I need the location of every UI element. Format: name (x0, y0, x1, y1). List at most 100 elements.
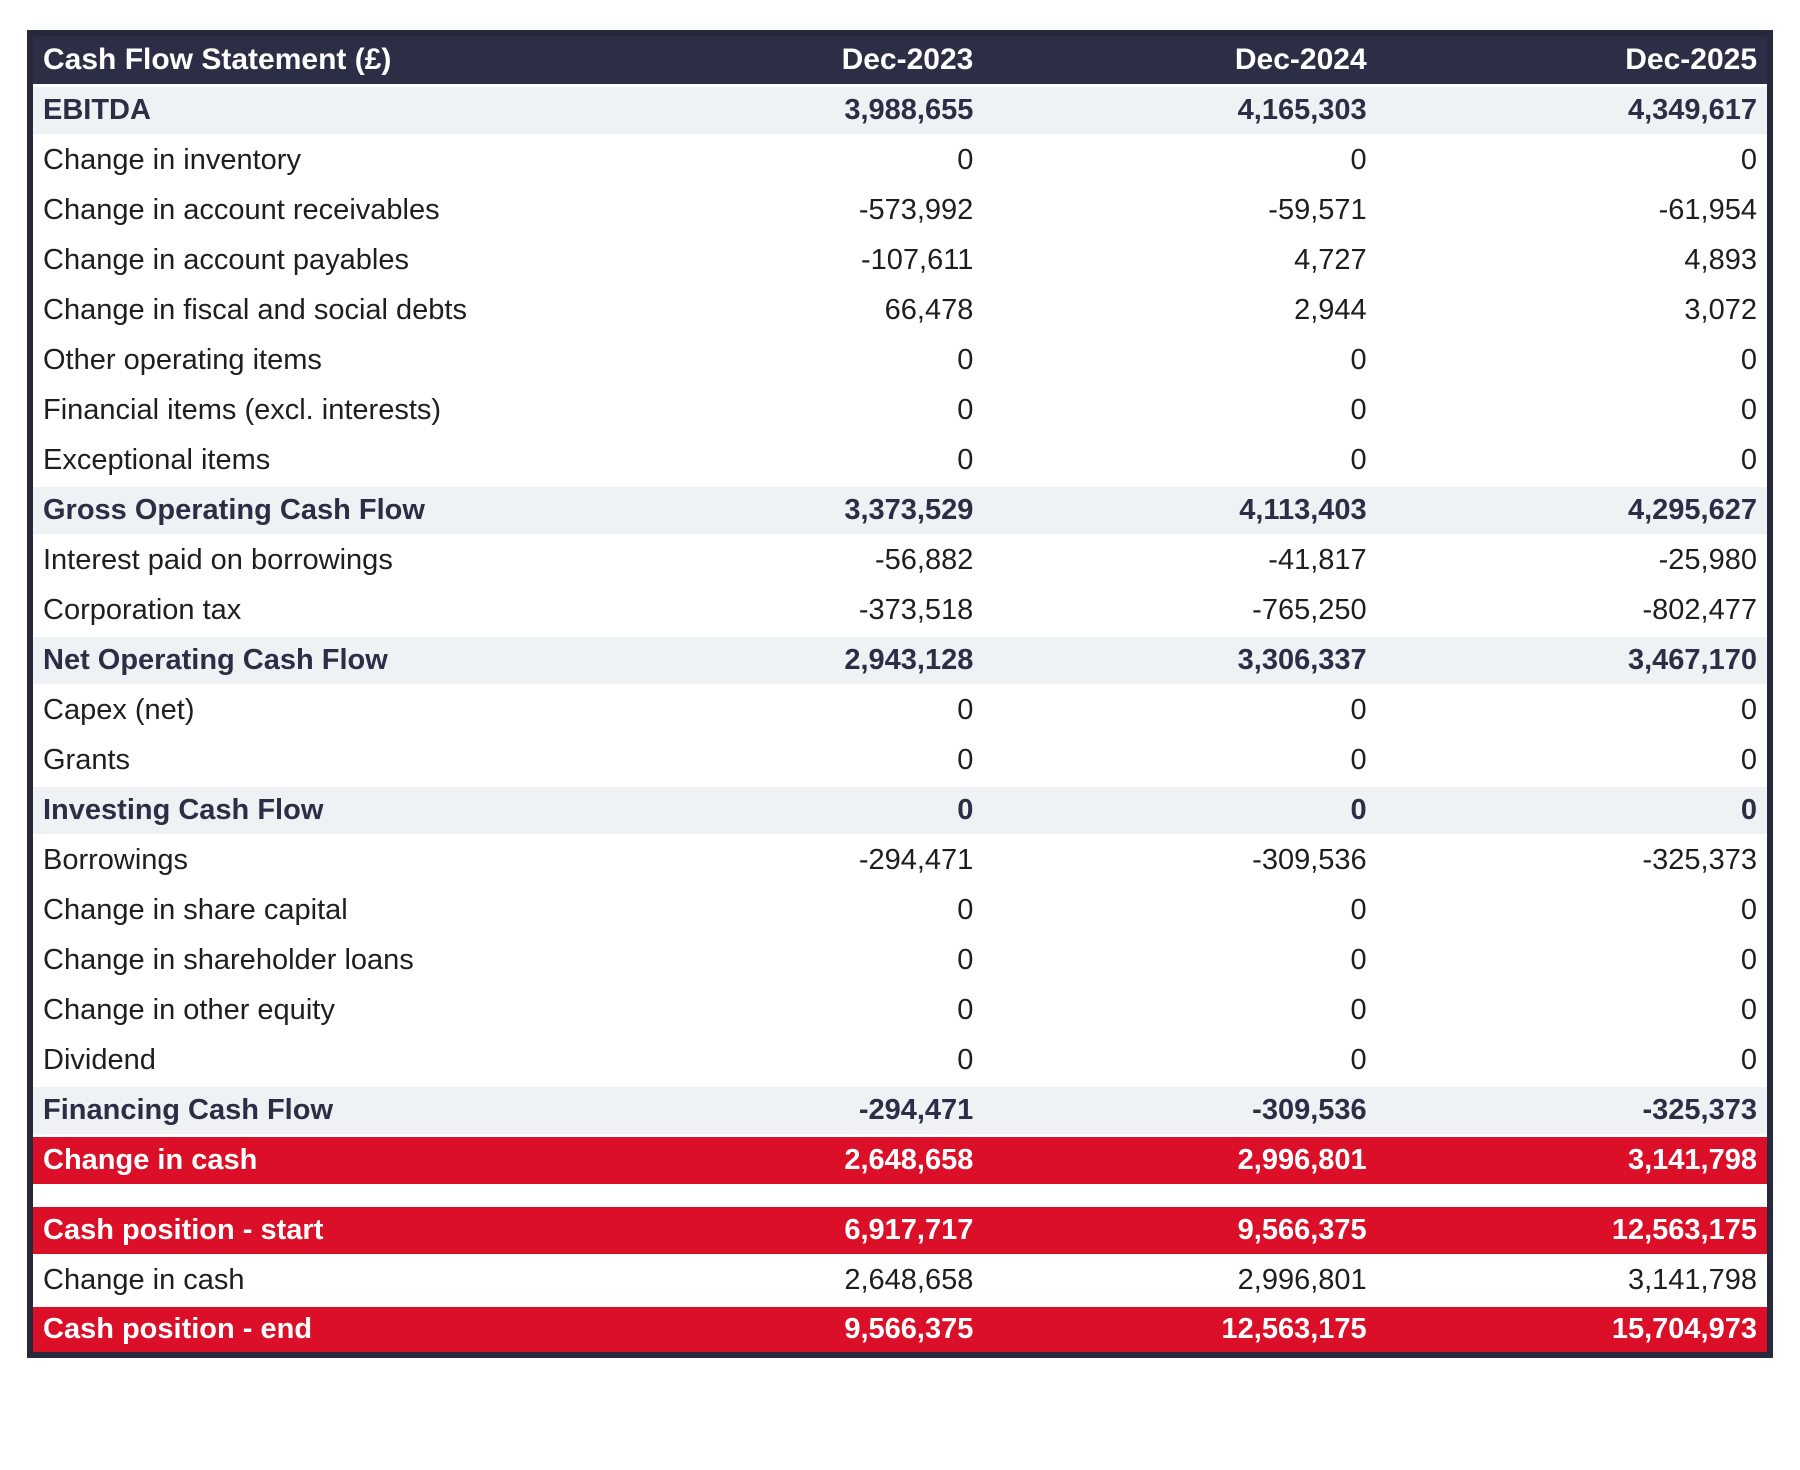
table-row: Cash position - end 9,566,375 12,563,175 15… (30, 1305, 1770, 1355)
row-value (1377, 1185, 1770, 1205)
row-value: 0 (1740, 443, 1757, 476)
row-value: 0 (957, 343, 974, 376)
row-value (590, 1185, 983, 1205)
table-row: Corporation tax -373,518 -765,250 -802,477 (30, 585, 1770, 635)
row-value: 0 (1740, 743, 1757, 776)
row-value: 0 (1740, 993, 1757, 1026)
row-value: 0 (1740, 143, 1757, 176)
row-value: 4,727 (1294, 243, 1367, 276)
table-title: Cash Flow Statement (£) (43, 42, 392, 76)
row-value: 2,996,801 (1237, 1143, 1367, 1176)
row-label: Capex (net) (43, 693, 195, 726)
row-value: 66,478 (884, 293, 974, 326)
row-value: 4,165,303 (1237, 93, 1367, 126)
row-value: 3,072 (1684, 293, 1757, 326)
table-row: Change in cash 2,648,658 2,996,801 3,141,79… (30, 1135, 1770, 1185)
row-value: -309,536 (1252, 1093, 1367, 1126)
row-value: -59,571 (1268, 193, 1367, 226)
row-value: -325,373 (1642, 1093, 1758, 1126)
row-value: 0 (1740, 693, 1757, 726)
row-value: 3,988,655 (844, 93, 974, 126)
row-value: 0 (1740, 1043, 1757, 1076)
row-value: -41,817 (1268, 543, 1367, 576)
row-value: 2,996,801 (1237, 1263, 1367, 1296)
table-row: Change in cash 2,648,658 2,996,801 3,141,79… (30, 1255, 1770, 1305)
row-value: 0 (1350, 743, 1367, 776)
row-label: Financial items (excl. interests) (43, 393, 442, 426)
row-value (983, 1185, 1376, 1205)
row-value: 0 (957, 143, 974, 176)
table-row: Grants 0 0 0 (30, 735, 1770, 785)
row-value: 3,141,798 (1627, 1263, 1757, 1296)
row-value: 6,917,717 (844, 1213, 974, 1246)
row-value: 12,563,175 (1221, 1312, 1367, 1345)
spacer-row (30, 1185, 1770, 1205)
row-value: 2,648,658 (844, 1143, 974, 1176)
row-label: Investing Cash Flow (43, 793, 324, 826)
row-label (30, 1185, 590, 1205)
row-value: 4,295,627 (1627, 493, 1757, 526)
table-row: Cash position - start 6,917,717 9,566,375 1… (30, 1205, 1770, 1255)
row-value: 4,113,403 (1239, 493, 1367, 526)
row-label: Other operating items (43, 343, 322, 376)
table-row: Dividend 0 0 0 (30, 1035, 1770, 1085)
row-label: Change in account payables (43, 243, 409, 276)
row-value: 0 (957, 393, 974, 426)
row-value: 0 (1350, 893, 1367, 926)
row-label: Gross Operating Cash Flow (43, 493, 425, 526)
table-row: Change in share capital 0 0 0 (30, 885, 1770, 935)
row-value: 0 (1350, 793, 1367, 826)
row-value: 0 (957, 943, 974, 976)
row-value: 0 (957, 793, 974, 826)
row-value: 0 (1350, 393, 1367, 426)
header-row: Cash Flow Statement (£) Dec-2023 Dec-202… (30, 33, 1770, 85)
row-value: 15,704,973 (1611, 1312, 1757, 1345)
row-label: Net Operating Cash Flow (43, 643, 388, 676)
row-label: Change in fiscal and social debts (43, 293, 467, 326)
row-value: 2,944 (1294, 293, 1367, 326)
row-value: 0 (1740, 893, 1757, 926)
row-value: 2,648,658 (844, 1263, 974, 1296)
row-value: 0 (957, 893, 974, 926)
row-value: 0 (1350, 993, 1367, 1026)
row-value: 4,349,617 (1627, 93, 1757, 126)
table-row: Gross Operating Cash Flow 3,373,529 4,113,… (30, 485, 1770, 535)
row-value: -309,536 (1252, 843, 1367, 876)
row-value: -573,992 (858, 193, 974, 226)
row-label: Grants (43, 743, 131, 776)
row-label: EBITDA (43, 93, 151, 126)
table-row: Change in fiscal and social debts 66,478 2… (30, 285, 1770, 335)
cash-flow-table-body: EBITDA 3,988,655 4,165,303 4,349,617 Change … (30, 85, 1770, 1355)
row-value: 4,893 (1684, 243, 1757, 276)
table-row: Change in account receivables -573,992 -59… (30, 185, 1770, 235)
row-value: 0 (1350, 143, 1367, 176)
column-header-dec-2024: Dec-2024 (1234, 42, 1367, 76)
row-value: -765,250 (1252, 593, 1367, 626)
table-row: Other operating items 0 0 0 (30, 335, 1770, 385)
row-label: Change in share capital (43, 893, 348, 926)
row-label: Change in account receivables (43, 193, 440, 226)
row-value: 3,373,529 (844, 493, 974, 526)
row-value: 0 (1350, 693, 1367, 726)
row-value: 0 (957, 743, 974, 776)
row-value: -373,518 (858, 593, 974, 626)
row-value: 2,943,128 (844, 643, 974, 676)
row-value: 9,566,375 (844, 1312, 974, 1345)
row-value: 0 (1350, 343, 1367, 376)
table-row: Financing Cash Flow -294,471 -309,536 -325,… (30, 1085, 1770, 1135)
row-value: -107,611 (860, 243, 974, 276)
table-row: Change in other equity 0 0 0 (30, 985, 1770, 1035)
row-label: Change in cash (43, 1143, 258, 1176)
column-header-dec-2025: Dec-2025 (1625, 42, 1757, 76)
table-row: Investing Cash Flow 0 0 0 (30, 785, 1770, 835)
table-row: Exceptional items 0 0 0 (30, 435, 1770, 485)
row-value: 3,467,170 (1627, 643, 1757, 676)
row-value: 0 (957, 1043, 974, 1076)
row-value: 12,563,175 (1611, 1213, 1757, 1246)
table-row: Capex (net) 0 0 0 (30, 685, 1770, 735)
row-label: Change in inventory (43, 143, 301, 176)
row-value: 0 (1350, 443, 1367, 476)
table-row: EBITDA 3,988,655 4,165,303 4,349,617 (30, 85, 1770, 135)
row-value: -294,471 (858, 843, 974, 876)
row-value: 0 (957, 693, 974, 726)
